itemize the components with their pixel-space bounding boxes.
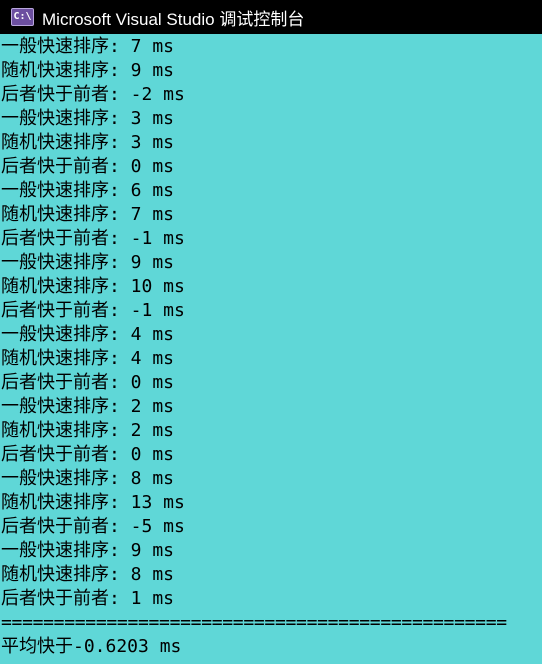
console-line: 随机快速排序: 2 ms xyxy=(1,420,175,441)
window-title: Microsoft Visual Studio 调试控制台 xyxy=(42,9,305,29)
title-bar[interactable]: C:\ Microsoft Visual Studio 调试控制台 xyxy=(0,0,542,34)
console-line: 后者快于前者: 0 ms xyxy=(1,444,175,465)
console-line: 后者快于前者: 0 ms xyxy=(1,156,175,177)
console-line: 一般快速排序: 2 ms xyxy=(1,396,175,417)
console-line: 随机快速排序: 4 ms xyxy=(1,348,175,369)
console-app-icon: C:\ xyxy=(11,8,34,26)
console-line: 随机快速排序: 13 ms xyxy=(1,492,185,513)
console-line: 随机快速排序: 7 ms xyxy=(1,204,175,225)
console-output[interactable]: 一般快速排序: 7 ms 随机快速排序: 9 ms 后者快于前者: -2 ms … xyxy=(0,35,542,664)
console-line: 后者快于前者: -1 ms xyxy=(1,228,185,249)
console-line: 随机快速排序: 3 ms xyxy=(1,132,175,153)
console-line: 后者快于前者: 0 ms xyxy=(1,372,175,393)
summary-line: 平均快于-0.6203 ms xyxy=(1,636,182,657)
console-line: 随机快速排序: 8 ms xyxy=(1,564,175,585)
console-line: 一般快速排序: 6 ms xyxy=(1,180,175,201)
console-line: 一般快速排序: 8 ms xyxy=(1,468,175,489)
console-line: 后者快于前者: -1 ms xyxy=(1,300,185,321)
console-line: 一般快速排序: 4 ms xyxy=(1,324,175,345)
console-line: 一般快速排序: 9 ms xyxy=(1,252,175,273)
console-line: 一般快速排序: 3 ms xyxy=(1,108,175,129)
console-line: 随机快速排序: 10 ms xyxy=(1,276,185,297)
console-line: 一般快速排序: 7 ms xyxy=(1,36,175,57)
console-line: 后者快于前者: 1 ms xyxy=(1,588,175,609)
separator-line: ========================================… xyxy=(1,612,507,633)
console-line: 后者快于前者: -2 ms xyxy=(1,84,185,105)
console-line: 一般快速排序: 9 ms xyxy=(1,540,175,561)
console-line: 后者快于前者: -5 ms xyxy=(1,516,185,537)
console-line: 随机快速排序: 9 ms xyxy=(1,60,175,81)
